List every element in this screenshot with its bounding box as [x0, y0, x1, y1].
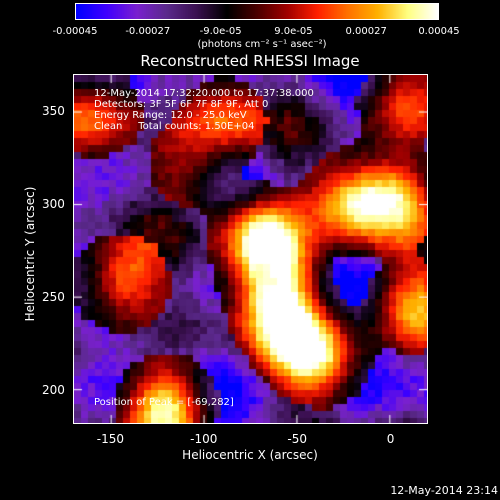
x-tick-label: -100: [190, 432, 218, 446]
colorbar-tick-label: 0.00045: [418, 26, 460, 37]
colorbar-tick-label: 0.00027: [345, 26, 387, 37]
y-axis-title: Heliocentric Y (arcsec): [23, 186, 37, 322]
observation-info: 12-May-2014 17:32:20.000 to 17:37:38.000…: [94, 88, 314, 132]
colorbar-tick-label: -0.00027: [125, 26, 171, 37]
y-tick-label: 300: [42, 197, 65, 212]
info-time-range: 12-May-2014 17:32:20.000 to 17:37:38.000: [94, 88, 314, 99]
colorbar: [75, 3, 439, 20]
info-clean-counts: Clean Total counts: 1.50E+04: [94, 121, 255, 132]
x-tick-label: -50: [287, 432, 308, 446]
y-tick-label: 350: [42, 104, 65, 119]
timestamp: 12-May-2014 23:14: [390, 484, 498, 497]
plot-title: Reconstructed RHESSI Image: [140, 52, 360, 70]
y-tick-label: 250: [42, 290, 65, 305]
colorbar-tick-label: 9.0e-05: [274, 26, 313, 37]
peak-position-label: Position of Peak = [-69,282]: [94, 397, 234, 408]
x-tick-label: 0: [386, 432, 395, 446]
x-tick-label: -150: [96, 432, 124, 446]
plot-area: [73, 74, 428, 424]
y-tick-label: 200: [42, 383, 65, 398]
colorbar-tick-label: -0.00045: [52, 26, 98, 37]
colorbar-units-label: (photons cm⁻² s⁻¹ asec⁻²): [197, 39, 327, 50]
colorbar-tick-label: -9.0e-05: [199, 26, 242, 37]
heatmap-image: [74, 75, 427, 423]
x-axis-title: Heliocentric X (arcsec): [182, 448, 318, 462]
info-detectors: Detectors: 3F 5F 6F 7F 8F 9F, Att 0: [94, 99, 269, 110]
info-energy-range: Energy Range: 12.0 - 25.0 keV: [94, 110, 247, 121]
